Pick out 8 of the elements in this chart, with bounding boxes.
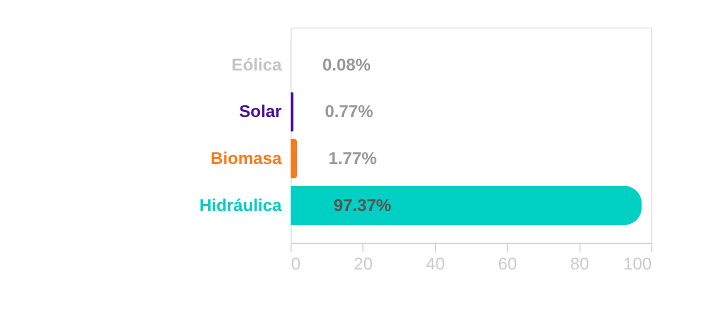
y-tick-label: Solar	[239, 102, 282, 122]
y-tick-label: Biomasa	[210, 149, 282, 168]
data-label: 0.08%	[322, 55, 371, 74]
y-tick-label: Eólica	[232, 55, 282, 74]
data-label: 0.77%	[324, 102, 374, 122]
data-label: 97.37%	[334, 196, 392, 215]
y-tick-label: Hidráulica	[199, 196, 282, 215]
data-label: 1.77%	[328, 149, 377, 168]
